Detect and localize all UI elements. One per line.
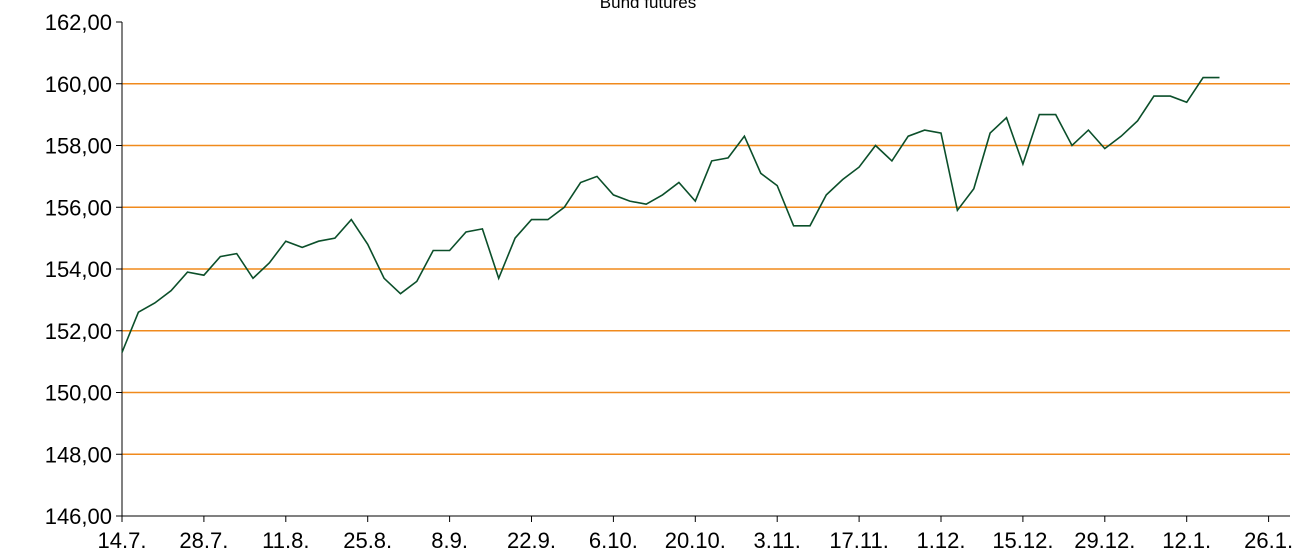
- y-tick-label: 148,00: [45, 442, 112, 467]
- x-tick-label: 14.7.: [98, 528, 147, 552]
- y-tick-label: 162,00: [45, 10, 112, 35]
- x-tick-label: 26.1.: [1244, 528, 1293, 552]
- x-tick-label: 11.8.: [262, 528, 309, 552]
- x-tick-label: 20.10.: [665, 528, 726, 552]
- x-tick-label: 22.9.: [507, 528, 556, 552]
- y-tick-label: 150,00: [45, 381, 112, 406]
- x-tick-label: 8.9.: [431, 528, 468, 552]
- x-tick-label: 12.1.: [1162, 528, 1211, 552]
- y-tick-label: 146,00: [45, 504, 112, 529]
- y-tick-label: 160,00: [45, 72, 112, 97]
- y-tick-label: 156,00: [45, 195, 112, 220]
- y-tick-label: 154,00: [45, 257, 112, 282]
- x-tick-label: 6.10.: [589, 528, 638, 552]
- x-tick-label: 15.12.: [992, 528, 1053, 552]
- x-tick-label: 25.8.: [343, 528, 392, 552]
- y-tick-label: 152,00: [45, 319, 112, 344]
- x-tick-label: 3.11.: [754, 528, 801, 552]
- x-tick-label: 29.12.: [1074, 528, 1135, 552]
- series-line: [121, 76, 1220, 353]
- y-tick-label: 158,00: [45, 134, 112, 159]
- chart-title: Bund futures: [600, 0, 696, 12]
- x-tick-label: 28.7.: [179, 528, 228, 552]
- x-tick-label: 17.11.: [829, 528, 889, 552]
- x-tick-label: 1.12.: [917, 528, 966, 552]
